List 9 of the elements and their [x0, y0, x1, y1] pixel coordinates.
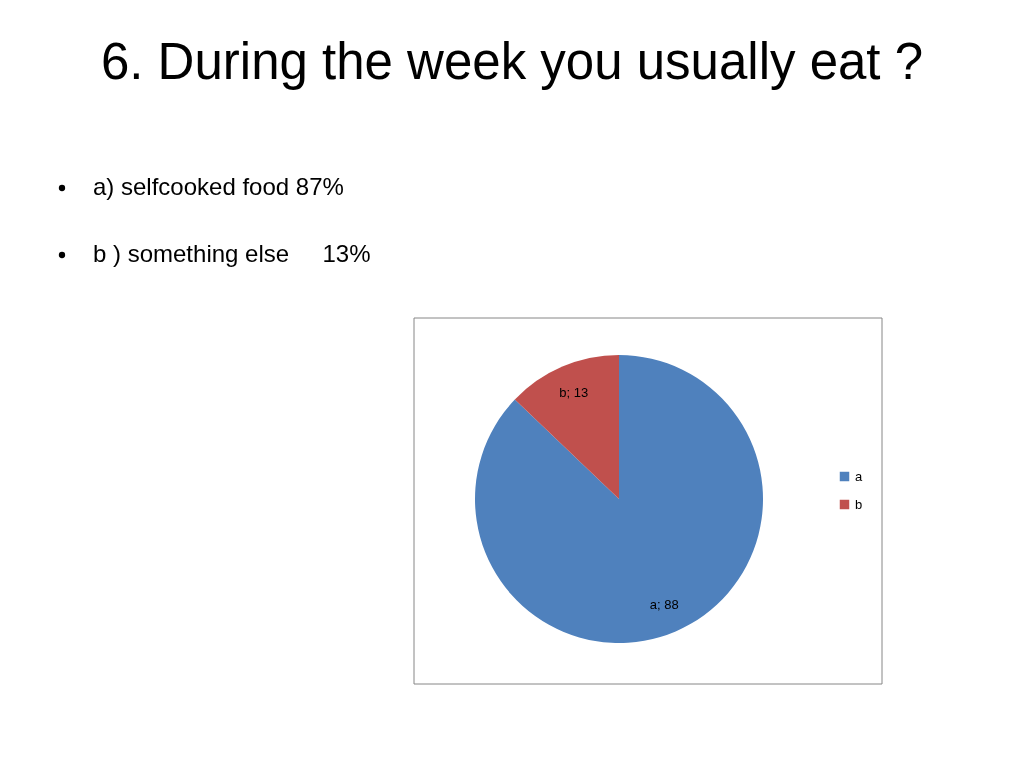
data-label: b; 13 — [559, 385, 589, 401]
data-label: a; 88 — [649, 596, 679, 612]
pie-slice — [514, 355, 619, 499]
chart-title: 6. During the week you usually eat ? — [100, 33, 924, 90]
pie-slice — [475, 355, 763, 643]
text: b ) something else 13% — [93, 240, 371, 267]
legend-label: b — [855, 496, 863, 512]
legend-label: a — [855, 468, 863, 484]
text: a) selfcooked food 87% — [93, 173, 344, 200]
